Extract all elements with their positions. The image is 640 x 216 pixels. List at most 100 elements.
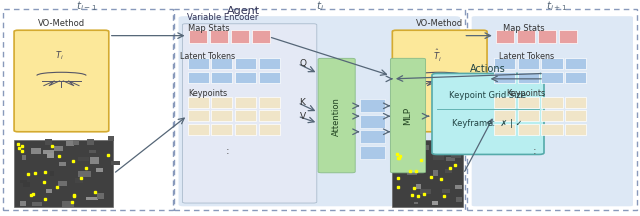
Text: Latent Tokens: Latent Tokens	[499, 52, 554, 61]
Bar	[433, 170, 438, 176]
Bar	[455, 185, 461, 189]
Bar	[62, 201, 74, 206]
Bar	[22, 155, 26, 160]
Bar	[77, 203, 83, 206]
Bar	[445, 169, 452, 173]
Text: Keypoints: Keypoints	[506, 89, 546, 98]
Bar	[442, 189, 450, 193]
Bar	[210, 30, 228, 43]
Bar	[211, 110, 232, 121]
FancyBboxPatch shape	[390, 58, 426, 173]
Bar	[108, 136, 114, 141]
Bar	[259, 58, 280, 69]
Bar	[494, 110, 515, 121]
Bar	[65, 141, 74, 146]
Bar	[565, 58, 586, 69]
Bar	[420, 189, 431, 194]
Bar	[259, 110, 280, 121]
Bar	[90, 157, 99, 164]
Bar	[404, 165, 408, 169]
Text: :: :	[225, 146, 229, 156]
Bar	[211, 72, 232, 83]
Text: Keyframe:  ✗ | ✓: Keyframe: ✗ | ✓	[452, 119, 523, 128]
Bar	[45, 189, 52, 193]
Bar	[97, 193, 104, 199]
FancyBboxPatch shape	[179, 16, 460, 206]
Bar	[79, 171, 91, 177]
Text: $T_i$: $T_i$	[55, 50, 64, 62]
Bar	[360, 99, 385, 112]
Bar	[494, 97, 515, 108]
Text: $t_{i-1}$: $t_{i-1}$	[76, 0, 97, 13]
Bar	[541, 124, 563, 135]
Bar	[231, 30, 249, 43]
Bar	[86, 197, 98, 200]
Bar	[259, 97, 280, 108]
Bar	[188, 72, 209, 83]
FancyBboxPatch shape	[318, 58, 355, 173]
Text: Attention: Attention	[332, 97, 341, 136]
Bar	[51, 171, 54, 176]
Text: $\hat{T}_i$: $\hat{T}_i$	[433, 48, 442, 64]
Bar	[59, 162, 66, 166]
Bar	[541, 110, 563, 121]
Bar	[494, 58, 515, 69]
Bar	[393, 152, 402, 156]
Bar	[410, 147, 419, 150]
Bar	[174, 9, 465, 210]
Bar	[73, 140, 79, 145]
Bar	[494, 124, 515, 135]
Text: :: :	[532, 146, 536, 156]
Bar	[494, 72, 515, 83]
Bar	[235, 58, 256, 69]
Bar	[235, 110, 256, 121]
Text: Keypoints: Keypoints	[188, 89, 228, 98]
Text: Map Stats: Map Stats	[188, 24, 230, 33]
Bar	[438, 137, 449, 140]
Bar	[565, 124, 586, 135]
Bar	[259, 72, 280, 83]
Bar	[235, 72, 256, 83]
Bar	[406, 149, 413, 155]
Text: $t_{i+1}$: $t_{i+1}$	[547, 0, 567, 13]
Text: Actions: Actions	[470, 64, 506, 74]
Text: K: K	[300, 98, 305, 107]
Bar	[393, 167, 403, 170]
FancyBboxPatch shape	[14, 30, 109, 132]
Bar	[496, 30, 514, 43]
Bar	[440, 149, 445, 154]
Bar	[414, 202, 418, 204]
Bar	[433, 154, 444, 160]
Bar	[188, 124, 209, 135]
Bar	[75, 178, 83, 183]
Bar	[518, 97, 539, 108]
Bar	[407, 172, 417, 175]
Bar	[518, 72, 539, 83]
Bar	[517, 30, 535, 43]
Bar	[541, 72, 563, 83]
Bar	[406, 148, 410, 154]
FancyBboxPatch shape	[392, 30, 487, 132]
Text: Variable Encoder: Variable Encoder	[187, 13, 259, 22]
Text: V: V	[300, 112, 306, 121]
Bar	[31, 148, 41, 154]
Bar	[360, 146, 385, 159]
Bar	[565, 110, 586, 121]
Bar	[78, 157, 89, 161]
Bar	[43, 150, 54, 154]
FancyBboxPatch shape	[182, 24, 317, 203]
Bar	[518, 58, 539, 69]
Bar	[14, 140, 113, 207]
Bar	[538, 30, 556, 43]
Bar	[211, 58, 232, 69]
Bar	[565, 72, 586, 83]
FancyBboxPatch shape	[432, 73, 544, 154]
Text: VO-Method: VO-Method	[38, 19, 85, 28]
Text: $t_i$: $t_i$	[316, 0, 324, 13]
Text: Map Stats: Map Stats	[502, 24, 545, 33]
Bar	[424, 145, 429, 150]
Text: MLP: MLP	[403, 107, 412, 125]
Bar	[20, 181, 27, 183]
Bar	[456, 197, 461, 202]
Bar	[111, 161, 120, 165]
